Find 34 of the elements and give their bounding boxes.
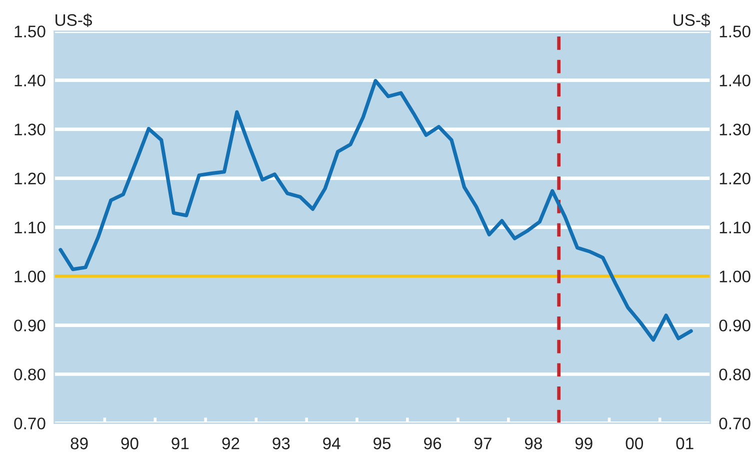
- y2-axis-title: US-$: [674, 13, 710, 27]
- x-tick-label: 91: [172, 438, 189, 450]
- y-tick-label: 0.90: [14, 320, 46, 332]
- y-tick-label: 0.80: [14, 368, 46, 380]
- x-tick-label: 95: [374, 438, 391, 450]
- y2-tick-label: 1.20: [720, 172, 750, 184]
- x-tick-label: 01: [676, 438, 694, 450]
- y-axis-title: US-$: [56, 13, 92, 27]
- x-tick-label: 90: [121, 438, 138, 450]
- x-tick-label: 98: [524, 438, 542, 450]
- y-tick-label: 1.40: [14, 74, 46, 86]
- y-tick-label: 1.20: [14, 172, 46, 184]
- y2-tick-label: 1.30: [720, 124, 750, 136]
- x-tick-label: 94: [323, 438, 340, 450]
- x-tick-label: 92: [222, 438, 240, 450]
- x-tick-label: 89: [70, 438, 88, 450]
- y2-tick-label: 0.90: [719, 320, 750, 332]
- line-series: [58, 78, 693, 342]
- y2-tick-label: 1.10: [720, 222, 750, 234]
- y-tick-label: 1.00: [14, 270, 46, 282]
- y2-tick-label: 1.00: [720, 270, 750, 282]
- x-tick-label: 96: [424, 438, 442, 450]
- y2-tick-label: 0.70: [719, 418, 750, 430]
- y-tick-label: 1.50: [14, 26, 46, 38]
- x-tick-label: 97: [474, 438, 492, 450]
- y2-tick-label: 0.80: [719, 368, 750, 380]
- y-tick-label: 1.10: [14, 222, 46, 234]
- y-tick-label: 1.30: [14, 124, 46, 136]
- y-tick-label: 0.70: [14, 418, 46, 430]
- y2-tick-label: 1.50: [720, 26, 750, 38]
- x-tick-label: 99: [575, 438, 592, 450]
- x-tick-label: 00: [626, 438, 644, 450]
- x-tick-label: 93: [272, 438, 290, 450]
- y2-tick-label: 1.40: [720, 74, 750, 86]
